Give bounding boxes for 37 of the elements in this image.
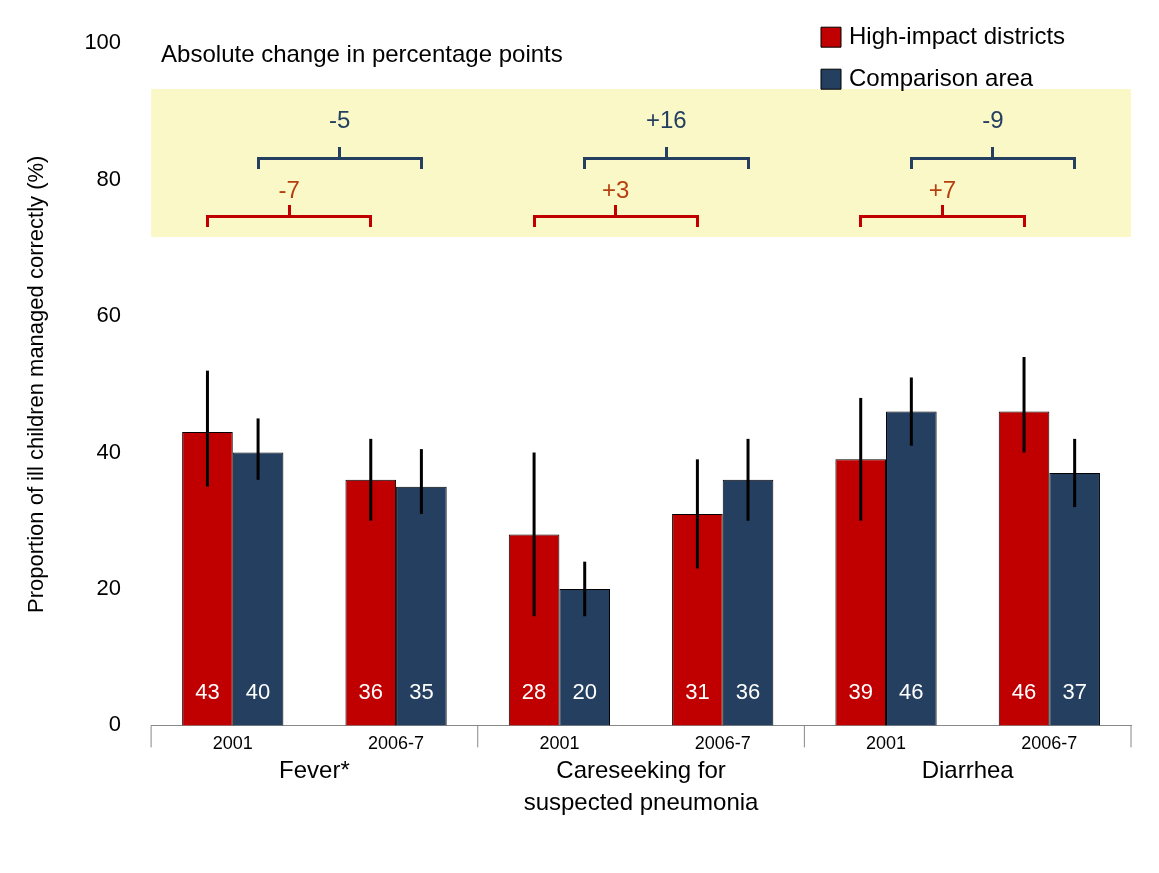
annotation: +7 [928,175,957,203]
x-tick-label: 2006-7 [1021,733,1078,754]
legend-label: High-impact districts [849,21,1066,49]
x-tick-label: 2006-7 [368,733,425,754]
data-label: 36 [735,679,761,705]
x-tick-label: 2001 [212,733,253,754]
y-tick-label: 100 [84,29,122,55]
data-label: 46 [899,679,924,705]
annotation: Absolute change in percentage points [161,39,563,67]
annotation: -7 [278,175,300,203]
data-label: 46 [1011,679,1037,705]
legend-label: Comparison area [849,63,1034,91]
annotation: +3 [602,175,630,203]
data-label: 28 [521,679,547,705]
y-tick-label: 40 [96,438,122,464]
data-label: 39 [848,679,873,705]
text: Fever* [279,756,350,784]
annotation: +16 [646,106,687,134]
data-label: 40 [245,679,271,705]
y-tick-label: 20 [96,575,122,601]
data-label: 31 [685,679,710,705]
data-label: 20 [572,679,597,705]
y-tick-label: 80 [96,165,122,191]
x-tick-label: 2001 [539,733,580,754]
x-tick-label: 2006-7 [694,733,751,754]
text: Careseeking for suspected pneumonia [523,756,760,816]
data-label: 35 [409,679,434,705]
data-label: 43 [195,679,220,705]
annotation: -9 [982,106,1004,134]
y-axis-title: Proportion of ill children managed correctly (%) [23,155,49,613]
data-label: 37 [1062,679,1087,705]
y-tick-label: 60 [96,302,122,328]
annotation: -5 [329,106,351,134]
x-tick-label: 2001 [866,733,907,754]
text: Diarrhea [921,756,1015,784]
data-label: 36 [358,679,384,705]
y-tick-label: 0 [108,711,122,737]
